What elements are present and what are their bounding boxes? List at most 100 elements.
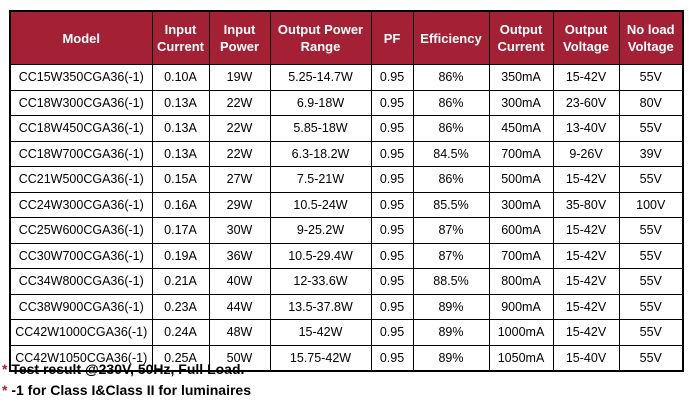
column-header-no-load-voltage: No load Voltage <box>618 10 684 65</box>
asterisk-marker: * <box>2 382 8 398</box>
cell-efficiency: 86% <box>412 166 490 193</box>
cell-output-voltage: 15-42V <box>552 64 620 91</box>
cell-no-load-voltage: 55V <box>618 217 684 244</box>
table-row: CC24W300CGA36(-1) 0.16A 29W 10.5-24W 0.95 85.… <box>9 191 684 218</box>
cell-model: CC15W350CGA36(-1) <box>9 64 153 91</box>
cell-pf: 0.95 <box>370 344 414 372</box>
footnote-text: -1 for Class I&Class II for luminaires <box>11 382 251 398</box>
cell-efficiency: 88.5% <box>412 268 490 295</box>
cell-output-power-range: 10.5-29.4W <box>269 242 372 269</box>
header-row: Model Input Current Input Power Output Powe… <box>9 10 684 65</box>
cell-input-current: 0.23A <box>151 293 210 320</box>
cell-input-power: 40W <box>208 268 271 295</box>
cell-output-voltage: 15-42V <box>552 217 620 244</box>
cell-output-current: 300mA <box>488 191 554 218</box>
table-row: CC18W700CGA36(-1) 0.13A 22W 6.3-18.2W 0.95 84… <box>9 140 684 167</box>
cell-pf: 0.95 <box>370 293 414 320</box>
cell-output-voltage: 9-26V <box>552 140 620 167</box>
table-body: CC15W350CGA36(-1) 0.10A 19W 5.25-14.7W 0.95 8… <box>9 64 684 372</box>
cell-output-current: 1050mA <box>488 344 554 372</box>
cell-input-current: 0.13A <box>151 115 210 142</box>
cell-input-current: 0.13A <box>151 140 210 167</box>
cell-output-power-range: 5.25-14.7W <box>269 64 372 91</box>
cell-model: CC21W500CGA36(-1) <box>9 166 153 193</box>
cell-no-load-voltage: 55V <box>618 166 684 193</box>
cell-pf: 0.95 <box>370 140 414 167</box>
cell-model: CC30W700CGA36(-1) <box>9 242 153 269</box>
cell-no-load-voltage: 80V <box>618 89 684 116</box>
cell-input-current: 0.24A <box>151 319 210 346</box>
cell-model: CC18W450CGA36(-1) <box>9 115 153 142</box>
cell-efficiency: 87% <box>412 242 490 269</box>
cell-model: CC24W300CGA36(-1) <box>9 191 153 218</box>
cell-no-load-voltage: 55V <box>618 293 684 320</box>
cell-no-load-voltage: 55V <box>618 319 684 346</box>
cell-pf: 0.95 <box>370 64 414 91</box>
cell-pf: 0.95 <box>370 191 414 218</box>
cell-model: CC42W1000CGA36(-1) <box>9 319 153 346</box>
cell-output-power-range: 15-42W <box>269 319 372 346</box>
cell-input-power: 22W <box>208 115 271 142</box>
footnote-test-conditions: * Test result @230V, 50Hz, Full Load. <box>2 359 251 380</box>
cell-no-load-voltage: 100V <box>618 191 684 218</box>
cell-efficiency: 84.5% <box>412 140 490 167</box>
cell-output-power-range: 6.9-18W <box>269 89 372 116</box>
cell-input-current: 0.21A <box>151 268 210 295</box>
cell-output-voltage: 13-40V <box>552 115 620 142</box>
cell-output-current: 600mA <box>488 217 554 244</box>
cell-no-load-voltage: 39V <box>618 140 684 167</box>
cell-model: CC25W600CGA36(-1) <box>9 217 153 244</box>
cell-output-voltage: 23-60V <box>552 89 620 116</box>
cell-output-current: 700mA <box>488 140 554 167</box>
cell-output-current: 1000mA <box>488 319 554 346</box>
table-row: CC18W300CGA36(-1) 0.13A 22W 6.9-18W 0.95 86% 3… <box>9 89 684 116</box>
footnote-text: Test result @230V, 50Hz, Full Load. <box>11 361 245 377</box>
table-row: CC38W900CGA36(-1) 0.23A 44W 13.5-37.8W 0.95 8… <box>9 293 684 320</box>
column-header-input-power: Input Power <box>208 10 271 65</box>
cell-no-load-voltage: 55V <box>618 344 684 372</box>
cell-input-current: 0.19A <box>151 242 210 269</box>
cell-output-current: 350mA <box>488 64 554 91</box>
cell-efficiency: 89% <box>412 344 490 372</box>
footnote-class-note: * -1 for Class I&Class II for luminaires <box>2 380 251 401</box>
cell-input-current: 0.15A <box>151 166 210 193</box>
asterisk-marker: * <box>2 361 8 377</box>
table-row: CC30W700CGA36(-1) 0.19A 36W 10.5-29.4W 0.95 8… <box>9 242 684 269</box>
cell-output-power-range: 15.75-42W <box>269 344 372 372</box>
cell-input-power: 30W <box>208 217 271 244</box>
column-header-output-power-range: Output Power Range <box>269 10 372 65</box>
cell-output-current: 300mA <box>488 89 554 116</box>
cell-input-current: 0.13A <box>151 89 210 116</box>
table-header: Model Input Current Input Power Output Powe… <box>9 10 684 65</box>
column-header-pf: PF <box>370 10 414 65</box>
cell-model: CC18W700CGA36(-1) <box>9 140 153 167</box>
table-row: CC42W1050CGA36(-1) 0.25A 50W 15.75-42W 0.95 8… <box>9 344 684 372</box>
cell-input-power: 44W <box>208 293 271 320</box>
cell-no-load-voltage: 55V <box>618 64 684 91</box>
cell-input-power: 36W <box>208 242 271 269</box>
cell-output-voltage: 15-42V <box>552 242 620 269</box>
cell-efficiency: 86% <box>412 64 490 91</box>
cell-model: CC18W300CGA36(-1) <box>9 89 153 116</box>
column-header-output-voltage: Output Voltage <box>552 10 620 65</box>
cell-output-current: 700mA <box>488 242 554 269</box>
cell-efficiency: 87% <box>412 217 490 244</box>
cell-output-power-range: 5.85-18W <box>269 115 372 142</box>
cell-efficiency: 86% <box>412 89 490 116</box>
cell-output-power-range: 13.5-37.8W <box>269 293 372 320</box>
cell-pf: 0.95 <box>370 89 414 116</box>
cell-input-power: 48W <box>208 319 271 346</box>
cell-output-power-range: 12-33.6W <box>269 268 372 295</box>
cell-model: CC34W800CGA36(-1) <box>9 268 153 295</box>
cell-output-voltage: 15-42V <box>552 268 620 295</box>
table-row: CC34W800CGA36(-1) 0.21A 40W 12-33.6W 0.95 88.… <box>9 268 684 295</box>
cell-output-current: 450mA <box>488 115 554 142</box>
table-row: CC42W1000CGA36(-1) 0.24A 48W 15-42W 0.95 89% 1… <box>9 319 684 346</box>
cell-no-load-voltage: 55V <box>618 242 684 269</box>
table-row: CC21W500CGA36(-1) 0.15A 27W 7.5-21W 0.95 86% 5… <box>9 166 684 193</box>
column-header-input-current: Input Current <box>151 10 210 65</box>
footnotes: * Test result @230V, 50Hz, Full Load. * … <box>2 359 251 401</box>
cell-model: CC42W1050CGA36(-1) <box>9 344 153 372</box>
cell-input-power: 22W <box>208 89 271 116</box>
